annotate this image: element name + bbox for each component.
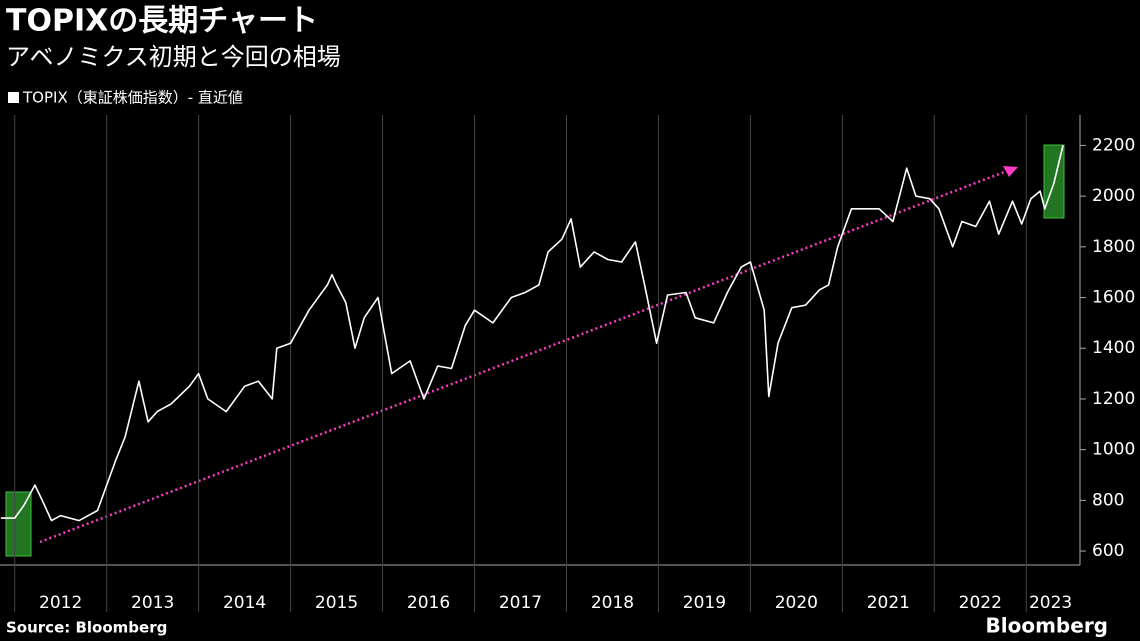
y-tick-label: 1000: [1092, 440, 1135, 460]
trend-arrow: [39, 167, 1013, 544]
x-tick-label: 2014: [223, 593, 266, 613]
y-tick-label: 800: [1092, 490, 1124, 510]
x-tick-label: 2012: [39, 593, 82, 613]
y-tick-label: 1800: [1092, 237, 1135, 257]
x-tick-label: 2021: [867, 593, 910, 613]
chart-title: TOPIXの長期チャート: [6, 4, 318, 39]
legend-label: TOPIX（東証株価指数）- 直近値: [22, 89, 243, 107]
y-tick-label: 2200: [1092, 135, 1135, 155]
x-tick-label: 2013: [131, 593, 174, 613]
y-tick-label: 1400: [1092, 338, 1135, 358]
x-tick-label: 2017: [499, 593, 542, 613]
data-line: [0, 145, 1064, 522]
brand: Bloomberg: [986, 614, 1108, 638]
arrow-head: [1003, 166, 1018, 177]
x-tick-label: 2015: [315, 593, 358, 613]
source: Source: Bloomberg: [6, 619, 167, 637]
y-tick-label: 600: [1092, 541, 1124, 561]
x-tick-label: 2020: [775, 593, 818, 613]
x-tick-label: 2018: [591, 593, 634, 613]
y-tick-label: 1200: [1092, 389, 1135, 409]
x-tick-label: 2019: [683, 593, 726, 613]
highlight-box: [5, 491, 32, 557]
x-tick-label: 2016: [407, 593, 450, 613]
chart-subtitle: アベノミクス初期と今回の相場: [6, 43, 341, 71]
legend-swatch: [8, 92, 19, 103]
y-tick-label: 2000: [1092, 186, 1135, 206]
y-tick-label: 1600: [1092, 288, 1135, 308]
x-tick-label: 2023: [1029, 593, 1072, 613]
x-tick-label: 2022: [959, 593, 1002, 613]
